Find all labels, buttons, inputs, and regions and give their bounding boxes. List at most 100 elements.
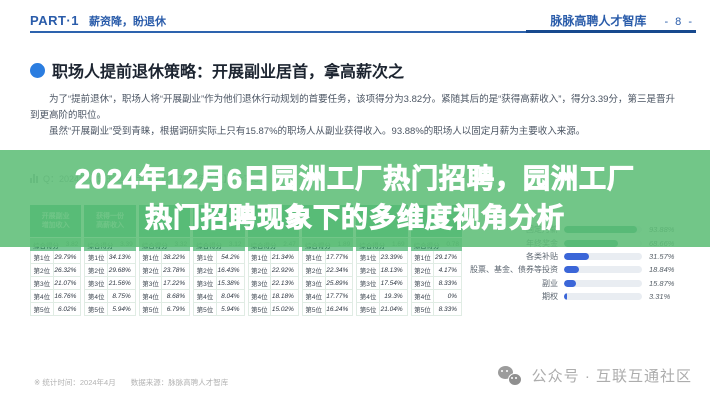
rank-value: 16.43% <box>217 266 240 274</box>
rank-label: 第5位 <box>194 303 217 315</box>
bar-fill <box>564 266 579 274</box>
rank-row: 第4位 0% <box>410 290 462 303</box>
rank-label: 第2位 <box>140 264 163 276</box>
rank-row: 第1位 23.39% <box>356 251 408 264</box>
part-label: PART·1 <box>30 13 79 28</box>
rank-label: 第3位 <box>357 277 380 289</box>
rank-label: 第3位 <box>140 277 163 289</box>
rank-label: 第2位 <box>31 264 54 276</box>
rank-value: 17.54% <box>380 279 403 287</box>
bar-value: 18.84% <box>649 265 675 275</box>
rank-value: 0% <box>447 292 457 300</box>
rank-value: 4.17% <box>438 266 457 274</box>
rank-row: 第1位 29.17% <box>410 251 462 264</box>
paragraph-1: 为了“提前退休”，职场人将“开展副业”作为他们退休行动规划的首要任务，该项得分为… <box>30 94 675 122</box>
rank-row: 第5位 6.02% <box>30 303 82 316</box>
rank-label: 第1位 <box>303 251 326 263</box>
rank-label: 第4位 <box>357 290 380 302</box>
rank-row: 第5位 5.94% <box>84 303 136 316</box>
rank-label: 第1位 <box>140 251 163 263</box>
header-divider <box>30 31 696 33</box>
bar-track <box>564 293 642 301</box>
rank-row: 第4位 16.76% <box>30 290 82 303</box>
rank-label: 第3位 <box>31 277 54 289</box>
rank-row: 第4位 8.04% <box>193 290 245 303</box>
rank-value: 22.92% <box>271 266 294 274</box>
rank-row: 第4位 18.18% <box>247 290 299 303</box>
wechat-account-row: 公众号 · 互联互通社区 <box>497 365 692 386</box>
rank-label: 第3位 <box>85 277 109 289</box>
rank-row: 第3位 15.38% <box>193 277 245 290</box>
rank-label: 第4位 <box>85 290 109 302</box>
bar-label: 各类补贴 <box>526 251 558 261</box>
rank-row: 第3位 17.22% <box>138 277 191 290</box>
rank-row: 第1位 29.79% <box>30 251 82 264</box>
rank-label: 第4位 <box>194 290 217 302</box>
wechat-icon <box>497 365 524 386</box>
bar-value: 3.31% <box>649 292 671 302</box>
rank-value: 18.13% <box>380 266 403 274</box>
section-heading-row: 职场人提前退休策略：开展副业居首，拿高薪次之 <box>30 58 404 82</box>
rank-label: 第5位 <box>140 303 163 315</box>
rank-row: 第2位 22.34% <box>301 264 354 277</box>
rank-row: 第3位 25.89% <box>301 277 354 290</box>
rank-label: 第4位 <box>140 290 163 302</box>
rank-value: 29.79% <box>54 253 77 261</box>
rank-row: 第5位 15.02% <box>247 303 299 316</box>
rank-label: 第5位 <box>412 303 435 315</box>
rank-value: 6.02% <box>57 305 77 313</box>
bar-track <box>564 266 642 274</box>
rank-value: 54.2% <box>221 253 240 261</box>
rank-value: 18.18% <box>271 292 294 300</box>
rank-value: 17.77% <box>326 253 349 261</box>
page-number: - 8 - <box>664 16 694 28</box>
rank-row: 第4位 8.68% <box>138 290 191 303</box>
rank-row: 第1位 54.2% <box>193 251 245 264</box>
data-source-note: ※ 统计时间：2024年4月 数据来源：脉脉高聘人才智库 <box>34 378 229 387</box>
rank-label: 第4位 <box>31 290 54 302</box>
section-body: 为了“提前退休”，职场人将“开展副业”作为他们退休行动规划的首要任务，该项得分为… <box>30 92 682 140</box>
rank-row: 第2位 26.32% <box>30 264 82 277</box>
rank-value: 8.33% <box>438 279 457 287</box>
bar-fill <box>564 252 589 260</box>
rank-label: 第5位 <box>249 303 272 315</box>
rank-row: 第5位 6.79% <box>138 303 191 316</box>
rank-label: 第5位 <box>31 303 54 315</box>
rank-row: 第1位 34.13% <box>84 251 136 264</box>
rank-label: 第1位 <box>194 251 217 263</box>
overlay-title-line-1: 2024年12月6日园洲工厂热门招聘，园洲工厂 <box>74 164 636 195</box>
rank-value: 17.77% <box>326 292 349 300</box>
bar-value: 15.87% <box>649 278 675 288</box>
rank-row: 第5位 8.33% <box>410 303 462 316</box>
bar-track <box>564 252 642 260</box>
rank-label: 第5位 <box>357 303 380 315</box>
rank-row: 第1位 21.34% <box>247 251 299 264</box>
rank-label: 第3位 <box>249 277 272 289</box>
header-divider-accent <box>526 30 696 33</box>
rank-label: 第3位 <box>412 277 435 289</box>
rank-label: 第2位 <box>194 264 217 276</box>
rank-value: 6.79% <box>166 305 186 313</box>
rank-label: 第4位 <box>249 290 272 302</box>
drop-icon <box>30 62 45 78</box>
rank-row: 第4位 19.3% <box>356 290 408 303</box>
rank-row: 第5位 16.24% <box>301 303 354 316</box>
rank-value: 34.13% <box>108 253 131 261</box>
rank-label: 第2位 <box>412 264 435 276</box>
rank-row: 第3位 21.07% <box>30 277 82 290</box>
rank-label: 第2位 <box>85 264 109 276</box>
rank-row: 第4位 17.77% <box>301 290 354 303</box>
rank-value: 5.94% <box>112 305 131 313</box>
bar-row: 副业 15.87% <box>468 277 700 290</box>
rank-value: 8.04% <box>221 292 240 300</box>
rank-value: 8.33% <box>438 305 457 313</box>
rank-value: 21.56% <box>108 279 131 287</box>
rank-value: 29.68% <box>108 266 131 274</box>
rank-row: 第3位 21.56% <box>84 277 136 290</box>
bar-row: 各类补贴 31.57% <box>468 250 700 263</box>
rank-label: 第5位 <box>85 303 109 315</box>
header-left: PART·1 薪资降，盼退休 <box>30 13 166 29</box>
rank-value: 22.34% <box>326 266 349 274</box>
brand-name: 脉脉高聘人才智库 <box>550 14 647 28</box>
